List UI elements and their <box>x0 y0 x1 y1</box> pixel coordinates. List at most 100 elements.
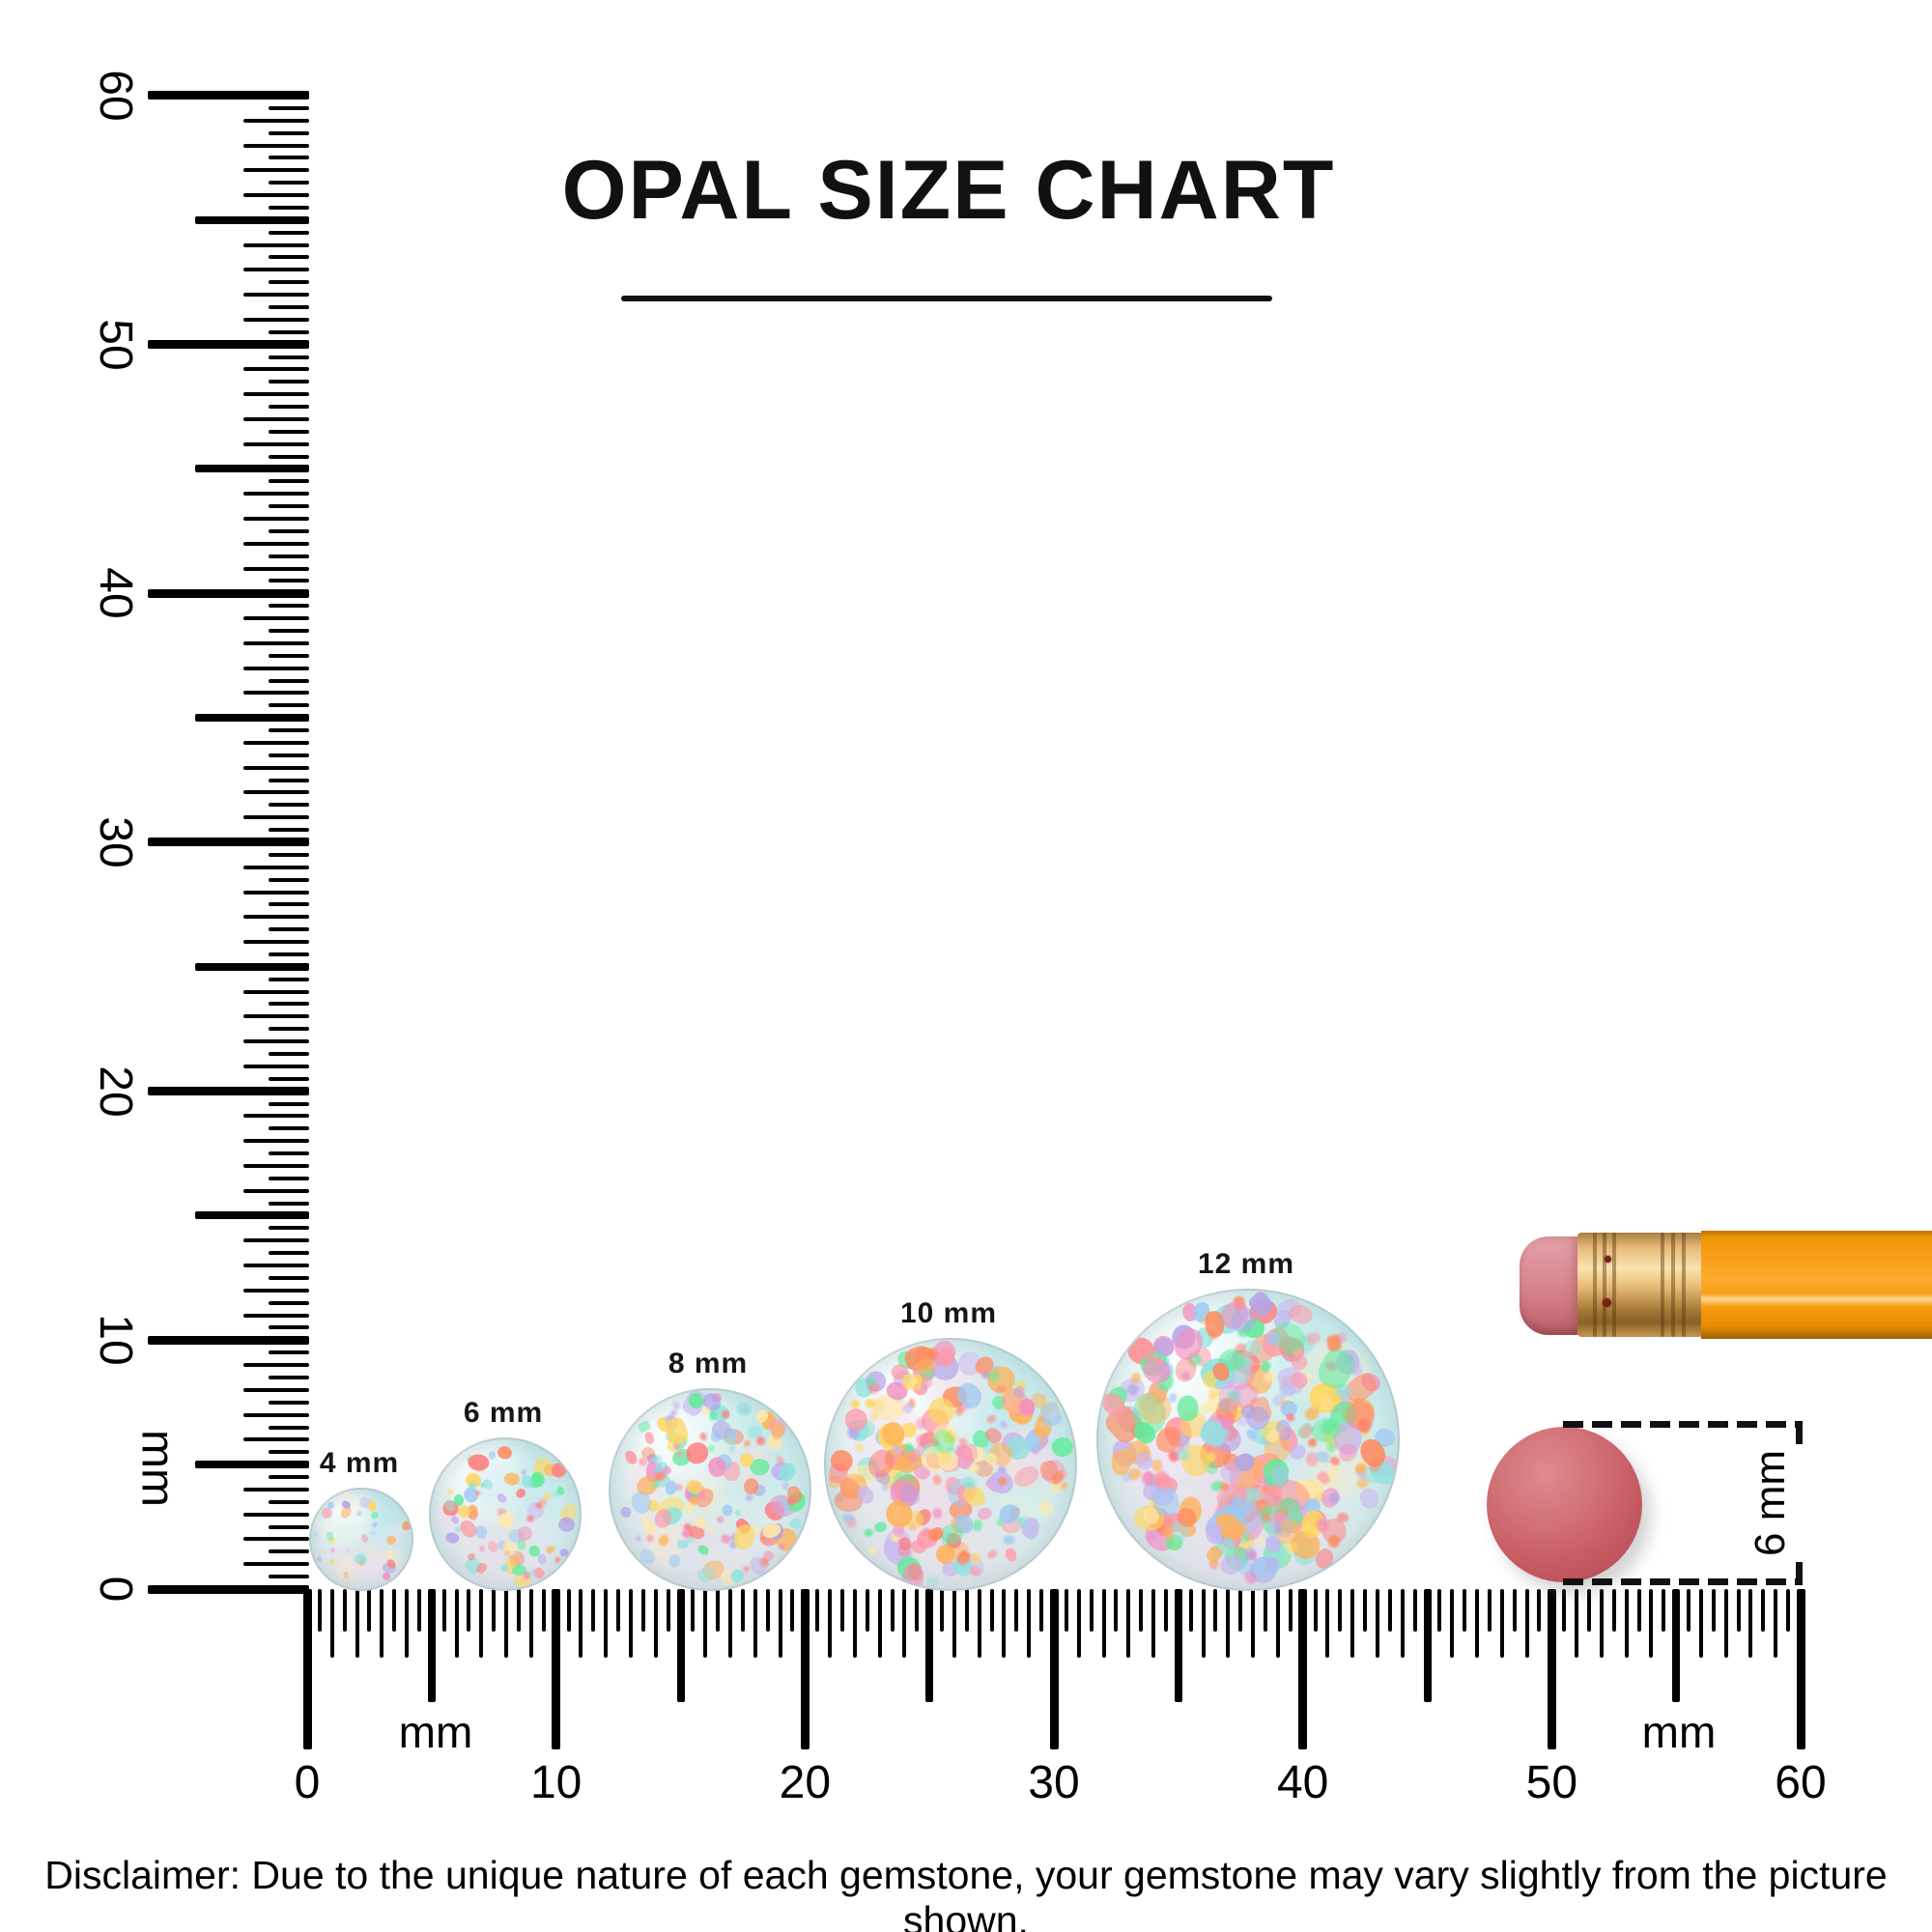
opal-speckle <box>329 1559 335 1565</box>
measure-endcap-bottom <box>1796 1562 1803 1582</box>
opal-size-label: 12 mm <box>1197 1247 1295 1280</box>
ruler-tick <box>148 91 309 100</box>
ruler-tick <box>269 1375 309 1379</box>
vertical-ruler-label: 60 <box>90 70 142 122</box>
ruler-tick <box>243 616 309 621</box>
opal-12mm <box>1096 1288 1400 1591</box>
opal-speckle <box>1016 1516 1028 1526</box>
opal-speckle <box>446 1489 455 1495</box>
ruler-tick <box>591 1589 596 1632</box>
ruler-tick <box>269 977 309 981</box>
vertical-ruler-label: 0 <box>90 1576 142 1603</box>
ruler-tick <box>1325 1589 1330 1658</box>
ruler-tick <box>269 1002 309 1007</box>
ruler-tick <box>1027 1589 1032 1658</box>
vertical-ruler-label: 20 <box>90 1065 142 1118</box>
ruler-tick <box>243 740 309 745</box>
opal-speckle <box>734 1400 753 1417</box>
ruler-tick <box>269 1325 309 1330</box>
opal-8mm <box>608 1387 812 1591</box>
ruler-tick <box>915 1589 920 1632</box>
ruler-tick <box>1264 1589 1268 1632</box>
disc-measure-label: 6 mm <box>1747 1450 1794 1556</box>
opal-speckle <box>342 1572 349 1578</box>
ruler-tick <box>269 1400 309 1405</box>
ruler-tick <box>269 1425 309 1430</box>
opal-speckle <box>869 1410 879 1421</box>
ruler-tick <box>716 1589 721 1632</box>
ruler-tick <box>1723 1589 1728 1658</box>
ruler-tick <box>1114 1589 1119 1632</box>
opal-speckle <box>864 1527 874 1537</box>
ruler-tick <box>925 1589 934 1702</box>
ferrule-crimp <box>1593 1233 1597 1337</box>
opal-speckle <box>999 1419 1009 1430</box>
ruler-tick <box>243 1238 309 1243</box>
ruler-tick <box>195 962 309 971</box>
ruler-tick <box>269 205 309 210</box>
ruler-tick <box>552 1589 561 1749</box>
ruler-tick <box>890 1589 895 1632</box>
ruler-tick <box>1089 1589 1094 1632</box>
ruler-tick <box>243 865 309 869</box>
ruler-tick <box>148 340 309 350</box>
ruler-tick <box>765 1589 770 1632</box>
ruler-tick <box>243 1039 309 1044</box>
opal-speckle <box>635 1534 642 1543</box>
ruler-tick <box>269 927 309 932</box>
ruler-tick <box>1687 1589 1691 1632</box>
opal-size-label: 8 mm <box>668 1347 749 1379</box>
ruler-tick <box>1039 1589 1044 1632</box>
ruler-tick <box>269 181 309 185</box>
ruler-tick <box>1711 1589 1716 1632</box>
ruler-tick <box>1288 1589 1293 1632</box>
ruler-tick <box>828 1589 833 1658</box>
opal-speckle <box>672 1400 681 1410</box>
ruler-tick <box>269 1052 309 1057</box>
ruler-tick <box>703 1589 708 1658</box>
ruler-tick <box>243 1437 309 1442</box>
ruler-tick <box>1736 1589 1741 1632</box>
vertical-ruler-unit-label: mm <box>131 1430 184 1507</box>
opal-speckle <box>1236 1520 1247 1536</box>
ruler-tick <box>1537 1589 1542 1632</box>
ruler-tick <box>1774 1589 1778 1658</box>
ruler-tick <box>269 280 309 285</box>
ruler-tick <box>1188 1589 1193 1632</box>
horizontal-ruler-unit-label-left: mm <box>398 1707 473 1757</box>
ruler-tick <box>243 1537 309 1542</box>
ruler-tick <box>454 1589 459 1658</box>
ruler-tick <box>243 317 309 322</box>
ruler-tick <box>778 1589 782 1658</box>
opal-speckle <box>722 1504 733 1517</box>
ruler-tick <box>243 268 309 272</box>
ruler-tick <box>342 1589 347 1632</box>
ruler-tick <box>1547 1589 1556 1749</box>
ruler-tick <box>269 1226 309 1231</box>
opal-speckle <box>953 1406 964 1418</box>
ruler-tick <box>269 1151 309 1156</box>
comparison-disc <box>1487 1427 1642 1582</box>
opal-speckle <box>1038 1499 1055 1516</box>
ferrule-crimp <box>1671 1233 1675 1337</box>
ruler-tick <box>1586 1589 1591 1632</box>
opal-speckle <box>985 1548 998 1560</box>
ruler-tick <box>269 1575 309 1579</box>
opal-speckle <box>1337 1513 1350 1522</box>
opal-speckle <box>367 1500 377 1513</box>
opal-size-label: 6 mm <box>463 1397 544 1430</box>
ferrule-crimp <box>1661 1233 1664 1337</box>
ruler-tick <box>1499 1589 1504 1658</box>
horizontal-ruler-label: 50 <box>1525 1757 1578 1808</box>
ruler-tick <box>269 1275 309 1280</box>
ruler-tick <box>269 778 309 782</box>
ruler-tick <box>269 528 309 533</box>
ruler-tick <box>269 429 309 434</box>
ruler-tick <box>1014 1589 1019 1632</box>
ruler-tick <box>1662 1589 1666 1632</box>
ruler-tick <box>1002 1589 1007 1658</box>
ruler-tick <box>1298 1589 1308 1749</box>
ruler-tick <box>269 753 309 757</box>
measure-line-bottom <box>1563 1578 1803 1585</box>
ruler-tick <box>269 329 309 334</box>
